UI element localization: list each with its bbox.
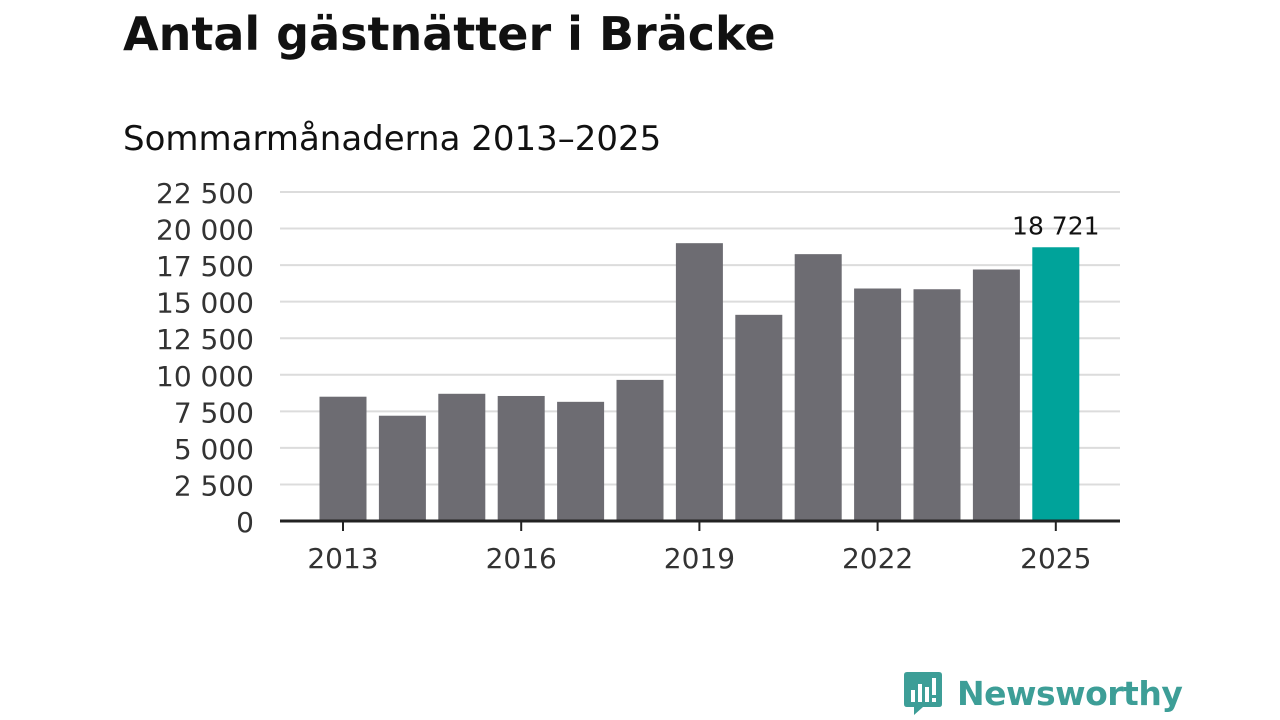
data-labels: 18 721	[1012, 211, 1099, 240]
bar-2021	[794, 254, 842, 521]
y-tick-label: 2 500	[174, 469, 254, 502]
x-axis: 2013 2016 2019 2022 2025	[280, 519, 1120, 575]
bar-2023	[913, 289, 961, 521]
x-tick-label: 2025	[1020, 542, 1091, 575]
bar-2020	[735, 314, 783, 521]
y-tick-label: 7 500	[174, 396, 254, 429]
x-tick-label: 2016	[486, 542, 557, 575]
y-tick-label: 22 500	[156, 177, 254, 210]
x-tick-label: 2019	[664, 542, 735, 575]
bar-2015	[438, 393, 486, 521]
brand: Newsworthy	[903, 670, 1183, 716]
y-tick-label: 10 000	[156, 360, 254, 393]
data-label: 18 721	[1012, 211, 1099, 240]
y-tick-label: 20 000	[156, 214, 254, 247]
bar-2025	[1032, 247, 1080, 521]
chart-subtitle: Sommarmånaderna 2013–2025	[123, 119, 662, 159]
x-tick-label: 2022	[842, 542, 913, 575]
newsworthy-logo-icon	[904, 672, 942, 715]
bar-2016	[497, 395, 545, 521]
bar-2017	[557, 401, 605, 521]
y-tick-label: 12 500	[156, 323, 254, 356]
y-tick-label: 15 000	[156, 287, 254, 320]
bar-2019	[675, 243, 723, 521]
x-tick-label: 2013	[307, 542, 378, 575]
bar-2018	[616, 379, 664, 521]
bar-2013	[319, 396, 367, 521]
y-tick-label: 17 500	[156, 250, 254, 283]
y-tick-label: 5 000	[174, 433, 254, 466]
bar-2024	[972, 269, 1020, 521]
bar-2014	[378, 415, 426, 521]
chart-title: Antal gästnätter i Bräcke	[123, 7, 776, 61]
brand-name: Newsworthy	[957, 673, 1183, 713]
bars	[319, 243, 1080, 521]
bar-2022	[854, 288, 902, 521]
y-tick-label: 0	[236, 506, 254, 539]
